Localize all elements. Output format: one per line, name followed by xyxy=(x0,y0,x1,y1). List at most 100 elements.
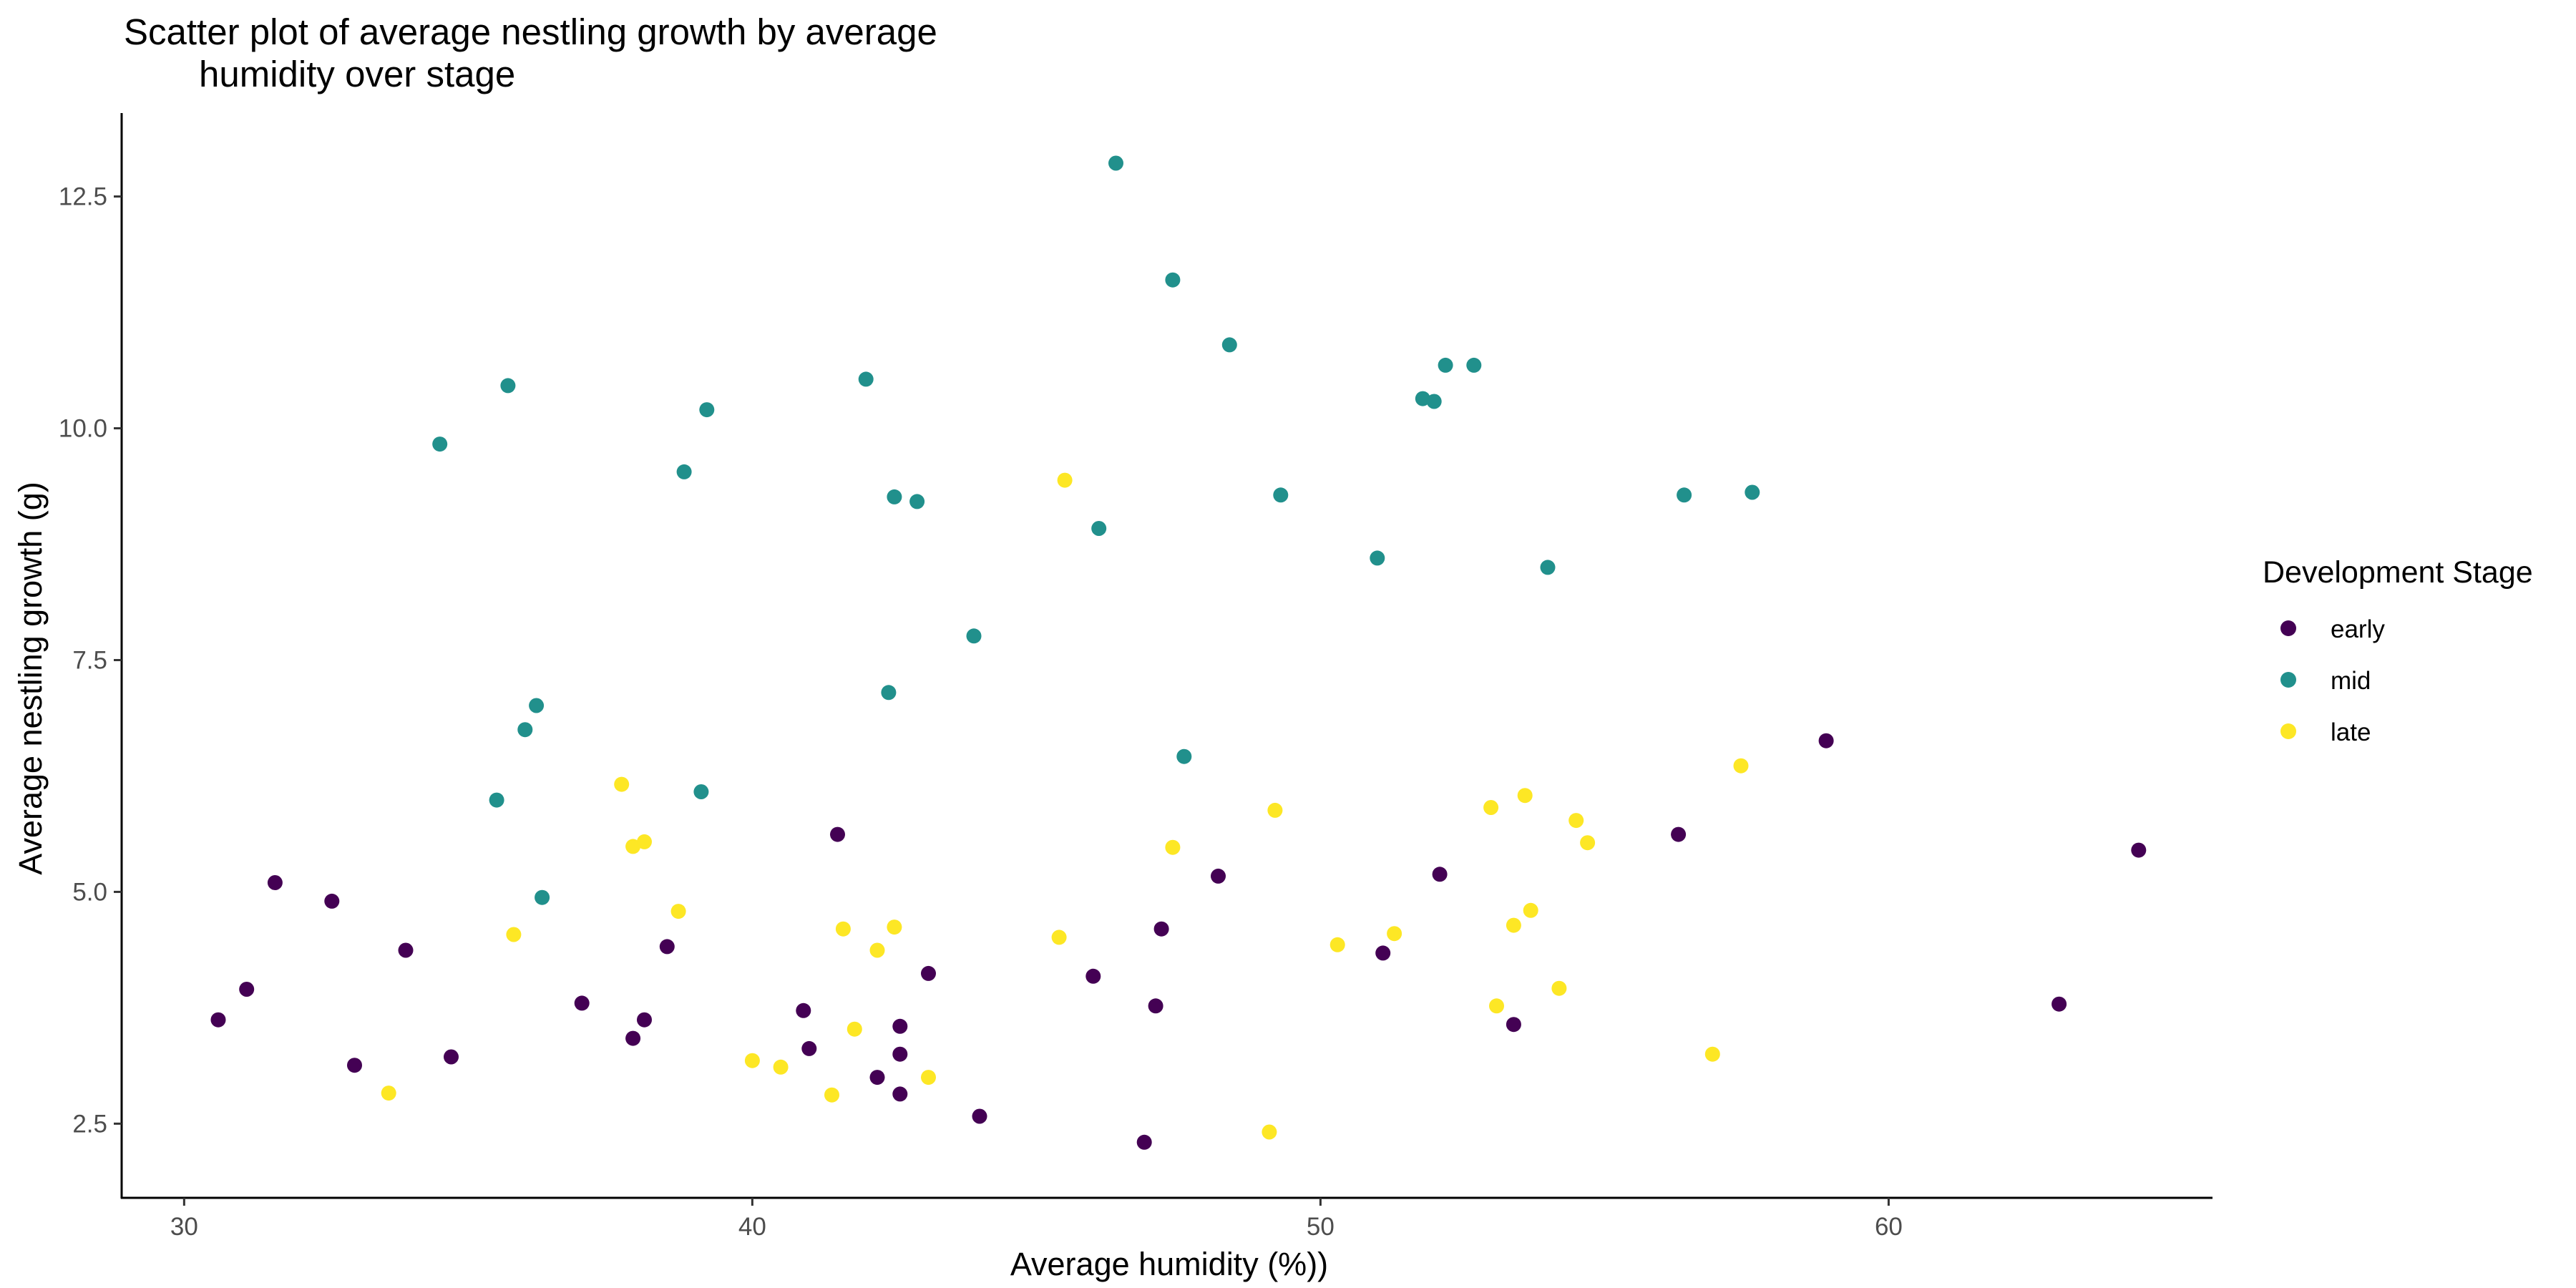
data-point-mid xyxy=(1540,560,1556,575)
data-point-mid xyxy=(1165,272,1181,288)
data-point-late xyxy=(773,1059,789,1075)
data-point-early xyxy=(2051,996,2067,1012)
data-point-mid xyxy=(517,722,533,738)
data-point-late xyxy=(1483,800,1499,815)
data-point-late xyxy=(1387,926,1402,942)
data-point-mid xyxy=(489,792,504,808)
data-point-mid xyxy=(858,371,874,387)
data-point-mid xyxy=(1176,748,1192,764)
y-tick-label: 2.5 xyxy=(72,1110,107,1138)
legend-label-early: early xyxy=(2331,615,2385,643)
legend: Development Stage early mid late xyxy=(2263,555,2533,746)
data-point-mid xyxy=(887,489,902,504)
data-point-late xyxy=(506,927,522,942)
data-point-mid xyxy=(1415,391,1430,406)
data-point-late xyxy=(381,1085,396,1101)
chart-title: Scatter plot of average nestling growth … xyxy=(124,11,937,94)
legend-label-mid: mid xyxy=(2331,667,2371,695)
data-point-late xyxy=(670,904,686,919)
data-point-early xyxy=(892,1018,908,1034)
data-point-late xyxy=(1267,802,1283,818)
data-point-mid xyxy=(1273,487,1289,503)
data-point-mid xyxy=(1108,155,1123,171)
data-point-late xyxy=(1568,813,1584,829)
data-point-mid xyxy=(1438,357,1453,373)
data-point-early xyxy=(574,995,590,1011)
data-point-mid xyxy=(1091,521,1107,536)
data-point-late xyxy=(1165,839,1181,855)
data-point-late xyxy=(744,1053,760,1068)
data-point-mid xyxy=(1221,337,1237,353)
y-tick-label: 12.5 xyxy=(59,183,107,211)
data-point-mid xyxy=(1677,487,1692,503)
data-point-mid xyxy=(1466,357,1482,373)
chart-title-line-1: Scatter plot of average nestling growth … xyxy=(124,11,937,52)
data-point-late xyxy=(1523,902,1538,918)
legend-key-late xyxy=(2280,723,2296,739)
data-point-early xyxy=(892,1046,908,1062)
data-point-early xyxy=(1506,1017,1521,1033)
data-point-mid xyxy=(535,889,550,905)
x-tick-label: 60 xyxy=(1875,1213,1903,1241)
data-point-early xyxy=(324,893,340,909)
chart-title-line-2: humidity over stage xyxy=(199,54,515,94)
data-point-late xyxy=(1580,835,1596,851)
data-point-early xyxy=(210,1012,226,1028)
data-point-late xyxy=(921,1070,936,1085)
data-point-early xyxy=(1136,1134,1152,1150)
data-point-late xyxy=(1489,998,1504,1014)
y-axis-label: Average nestling growth (g) xyxy=(12,482,49,874)
data-point-mid xyxy=(432,436,448,452)
data-point-late xyxy=(824,1087,839,1103)
data-point-early xyxy=(267,875,283,890)
x-axis-label: Average humidity (%)) xyxy=(1010,1246,1328,1282)
data-point-late xyxy=(1517,788,1533,804)
data-point-mid xyxy=(529,698,545,713)
data-point-late xyxy=(614,776,630,792)
data-point-early xyxy=(801,1040,817,1056)
data-point-early xyxy=(625,1030,641,1046)
legend-key-mid xyxy=(2280,672,2296,688)
data-point-early xyxy=(830,826,845,842)
data-point-early xyxy=(1211,868,1226,884)
data-point-mid xyxy=(966,628,982,644)
x-tick-label: 40 xyxy=(738,1213,766,1241)
data-point-mid xyxy=(676,464,692,479)
data-point-mid xyxy=(909,494,925,509)
data-point-early xyxy=(444,1049,459,1065)
y-tick-label: 5.0 xyxy=(72,878,107,906)
data-point-early xyxy=(796,1002,811,1018)
data-point-early xyxy=(921,965,936,981)
data-point-late xyxy=(835,921,851,937)
data-point-late xyxy=(1051,930,1067,945)
data-point-late xyxy=(1330,937,1345,952)
data-point-mid xyxy=(1426,394,1442,409)
data-point-late xyxy=(869,942,885,958)
data-point-early xyxy=(1432,867,1448,882)
data-point-late xyxy=(1506,917,1521,933)
data-points xyxy=(210,155,2147,1150)
data-point-early xyxy=(659,939,675,955)
data-point-early xyxy=(1818,733,1834,748)
data-point-late xyxy=(847,1021,862,1037)
y-tick-label: 7.5 xyxy=(72,646,107,674)
data-point-early xyxy=(2131,842,2147,858)
data-point-mid xyxy=(881,685,897,701)
data-point-early xyxy=(1153,921,1169,937)
data-point-late xyxy=(1057,472,1073,488)
data-point-late xyxy=(1704,1046,1720,1062)
data-point-early xyxy=(1085,968,1101,984)
data-point-late xyxy=(1262,1124,1277,1140)
data-point-early xyxy=(972,1108,987,1124)
data-point-early xyxy=(1671,826,1687,842)
data-point-early xyxy=(398,942,414,958)
y-tick-label: 10.0 xyxy=(59,415,107,443)
data-point-early xyxy=(347,1058,362,1073)
data-point-late xyxy=(637,834,652,849)
legend-label-late: late xyxy=(2331,718,2371,746)
data-point-late xyxy=(887,919,902,935)
x-tick-label: 30 xyxy=(170,1213,198,1241)
data-point-early xyxy=(239,982,255,997)
data-point-late xyxy=(1551,980,1567,996)
